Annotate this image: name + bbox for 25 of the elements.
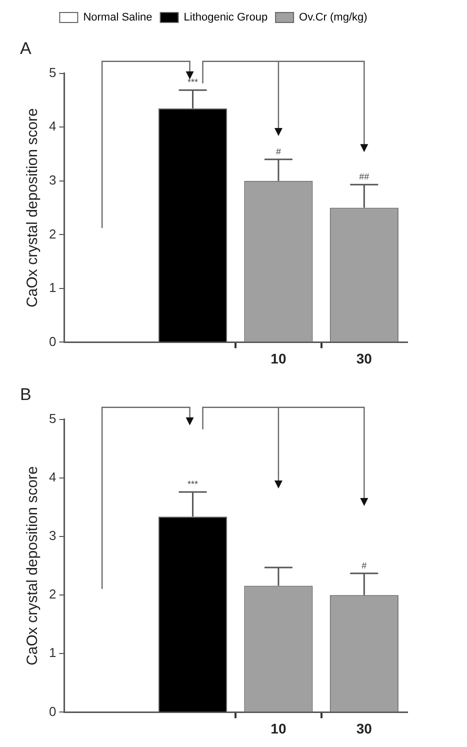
legend-label: Lithogenic Group [184,12,268,24]
y-tick-label: 1 [48,280,56,296]
annotation: *** [188,479,199,489]
annotation: # [362,560,367,570]
y-axis-title: CaOx crystal deposition score [24,466,42,666]
y-tick-label: 0 [48,334,56,349]
y-tick-label: 5 [48,64,56,80]
chart-title: B [20,384,32,404]
chart-title: A [20,38,32,58]
y-axis-title: CaOx crystal deposition score [24,108,42,308]
x-tick-label: 30 [356,720,372,736]
y-tick-label: 1 [48,645,56,660]
y-tick-label: 2 [48,226,56,242]
y-tick-label: 4 [48,470,56,485]
x-tick-label: 30 [356,350,372,366]
y-tick-label: 3 [48,528,56,544]
y-tick-label: 4 [48,118,56,134]
y-tick-label: 3 [48,172,56,188]
x-tick-label: 10 [270,720,286,736]
x-tick-label: 10 [270,350,286,366]
legend-label: Normal Saline [83,12,152,24]
y-tick-label: 2 [48,586,56,602]
legend-label: Ov.Cr (mg/kg) [299,12,368,24]
y-tick-label: 5 [48,410,56,426]
y-tick-label: 0 [48,704,56,719]
